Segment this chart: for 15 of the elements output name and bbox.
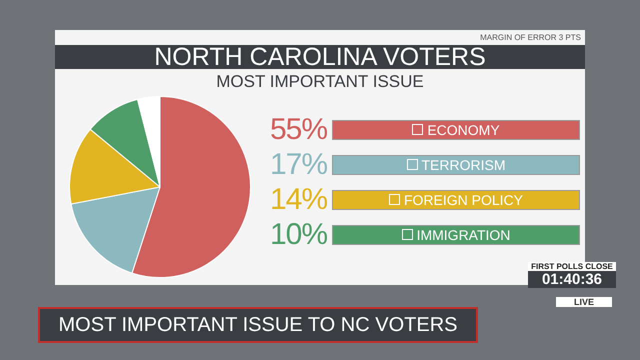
data-label: 55%: [270, 112, 328, 146]
data-label: 10%: [270, 218, 328, 252]
text: MOST IMPORTANT ISSUE TO NC VOTERS: [38, 307, 478, 343]
data-label: 17%: [270, 148, 328, 182]
chart-title: NORTH CAROLINA VOTERS: [55, 43, 585, 71]
legend-label: FOREIGN POLICY: [404, 190, 524, 210]
text: FIRST POLLS CLOSE: [530, 262, 614, 271]
text: LIVE: [556, 297, 612, 307]
legend-label: ECONOMY: [427, 120, 500, 140]
legend-label: TERRORISM: [422, 156, 506, 174]
chart-subtitle: MOST IMPORTANT ISSUE: [215, 72, 425, 92]
text: MARGIN OF ERROR 3 PTS: [480, 33, 581, 42]
legend-label: IMMIGRATION: [416, 226, 510, 244]
text: 01:40:36: [528, 271, 616, 288]
data-label: 14%: [270, 182, 328, 216]
